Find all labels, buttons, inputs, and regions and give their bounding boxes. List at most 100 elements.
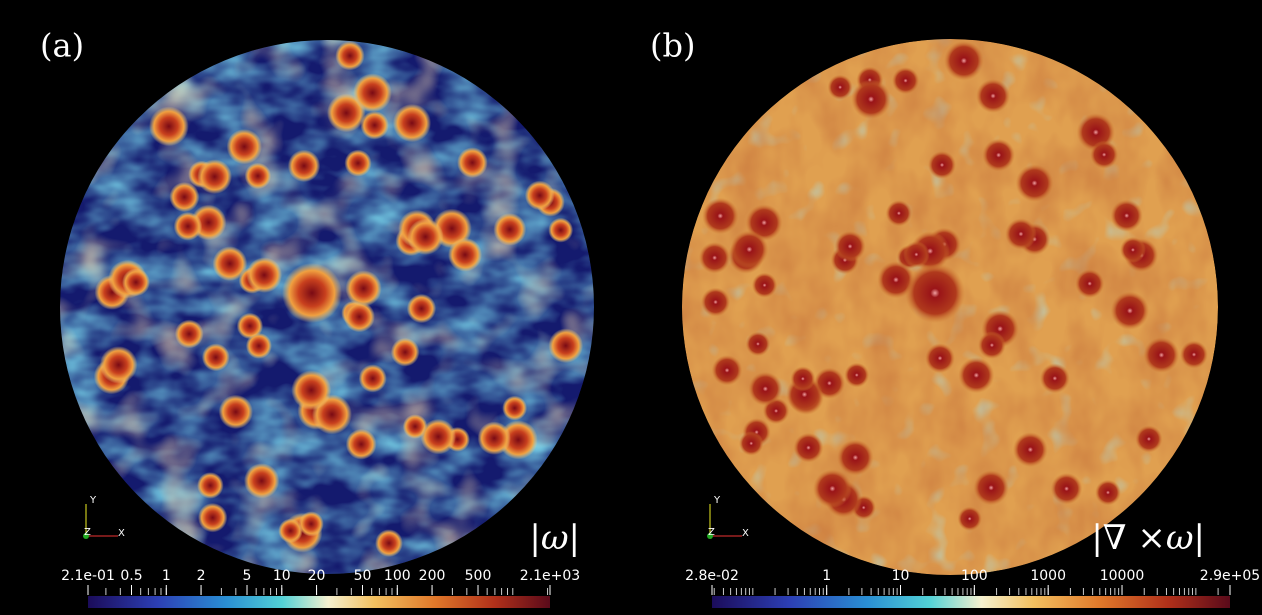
tick-label: 50 — [354, 568, 372, 584]
vortex — [1013, 432, 1048, 467]
vortex — [197, 159, 232, 194]
tick-label: 2.1e+03 — [520, 568, 580, 584]
vortex — [174, 212, 203, 241]
vortex — [944, 41, 984, 81]
vortex — [837, 439, 873, 475]
vortex — [794, 433, 824, 463]
colorbar — [712, 596, 1230, 608]
vortex — [813, 469, 852, 508]
vortex — [974, 470, 1009, 505]
tick-label: 0.5 — [120, 568, 142, 584]
vortex — [198, 503, 227, 532]
field-b — [682, 39, 1218, 575]
axis-label: Y — [713, 495, 721, 506]
vortex — [748, 372, 782, 406]
vortex — [828, 75, 853, 100]
vortex — [478, 422, 511, 455]
tick-label: 1 — [822, 568, 831, 584]
quantity-label: |∇ ×ω| — [1091, 518, 1205, 558]
vortex — [548, 218, 573, 243]
vortex — [299, 511, 324, 536]
vortex — [1005, 218, 1036, 249]
tick-label: 2.8e-02 — [685, 568, 739, 584]
vortex — [1051, 473, 1083, 505]
tick-label: 10000 — [1100, 568, 1145, 584]
vortex — [1120, 237, 1146, 263]
vortex — [353, 73, 392, 112]
vortex — [244, 463, 279, 498]
vortex — [844, 363, 869, 388]
vortex — [928, 151, 956, 179]
vortex — [1040, 363, 1070, 393]
vortex — [420, 419, 456, 455]
vortex — [288, 150, 320, 182]
vortex — [246, 257, 282, 293]
tick-label: 100 — [384, 568, 411, 584]
figure: (a) (b) |ω| |∇ ×ω| 2.1e-010.512510205010… — [0, 0, 1262, 615]
vortex — [730, 230, 768, 268]
vortex — [202, 343, 230, 371]
vortex — [982, 139, 1015, 172]
vortex — [175, 320, 204, 349]
vortex — [976, 79, 1010, 113]
vortex — [407, 294, 436, 323]
colorbar — [88, 596, 550, 608]
vortex — [197, 472, 224, 499]
vortex — [892, 67, 919, 94]
vortex — [925, 343, 955, 373]
vortex — [391, 338, 420, 367]
panel-label: (a) — [40, 27, 84, 65]
axis-label: Y — [89, 495, 97, 506]
tick-label: 10 — [892, 568, 910, 584]
vortex — [407, 219, 443, 255]
vortex — [886, 200, 912, 226]
vortex — [1135, 425, 1162, 452]
vortex — [835, 231, 866, 262]
vortex — [457, 147, 488, 178]
axis-label: Z — [708, 527, 715, 538]
vortex — [958, 507, 982, 531]
tick-label: 500 — [465, 568, 492, 584]
vortex — [100, 346, 138, 384]
vortex — [245, 163, 271, 189]
tick-label: 5 — [243, 568, 252, 584]
field-a — [60, 40, 594, 574]
vortex — [1144, 337, 1180, 373]
vortex — [345, 270, 381, 306]
vortex — [746, 332, 771, 357]
vortex — [375, 529, 403, 557]
vortex — [752, 273, 777, 298]
vortex — [344, 150, 371, 177]
vortex — [359, 364, 387, 392]
tick-label: 20 — [308, 568, 326, 584]
vortex — [701, 287, 730, 316]
vortex — [393, 104, 431, 142]
tick-label: 2.9e+05 — [1200, 568, 1260, 584]
vortex — [978, 331, 1006, 359]
vortex — [1111, 292, 1149, 330]
vortex — [149, 106, 189, 146]
vortex — [525, 181, 555, 211]
vortex — [739, 431, 764, 456]
vortex — [702, 198, 738, 234]
vortex — [219, 395, 253, 429]
vortex — [335, 41, 364, 70]
vortex — [1075, 269, 1104, 298]
axis-label: X — [742, 528, 749, 539]
vortex — [851, 79, 891, 119]
tick-label: 200 — [419, 568, 446, 584]
vortex — [1180, 341, 1208, 369]
vortex — [790, 366, 815, 391]
vortex — [246, 333, 272, 359]
vortex — [712, 355, 743, 386]
panel-label: (b) — [650, 27, 695, 65]
vortex — [282, 263, 342, 323]
vortex — [903, 241, 930, 268]
vortex — [360, 111, 389, 140]
tick-label: 1000 — [1030, 568, 1066, 584]
vortex — [493, 213, 526, 246]
vortex — [1095, 480, 1121, 506]
vortex — [958, 357, 994, 393]
vortex — [448, 238, 482, 272]
tick-label: 2.1e-01 — [61, 568, 115, 584]
